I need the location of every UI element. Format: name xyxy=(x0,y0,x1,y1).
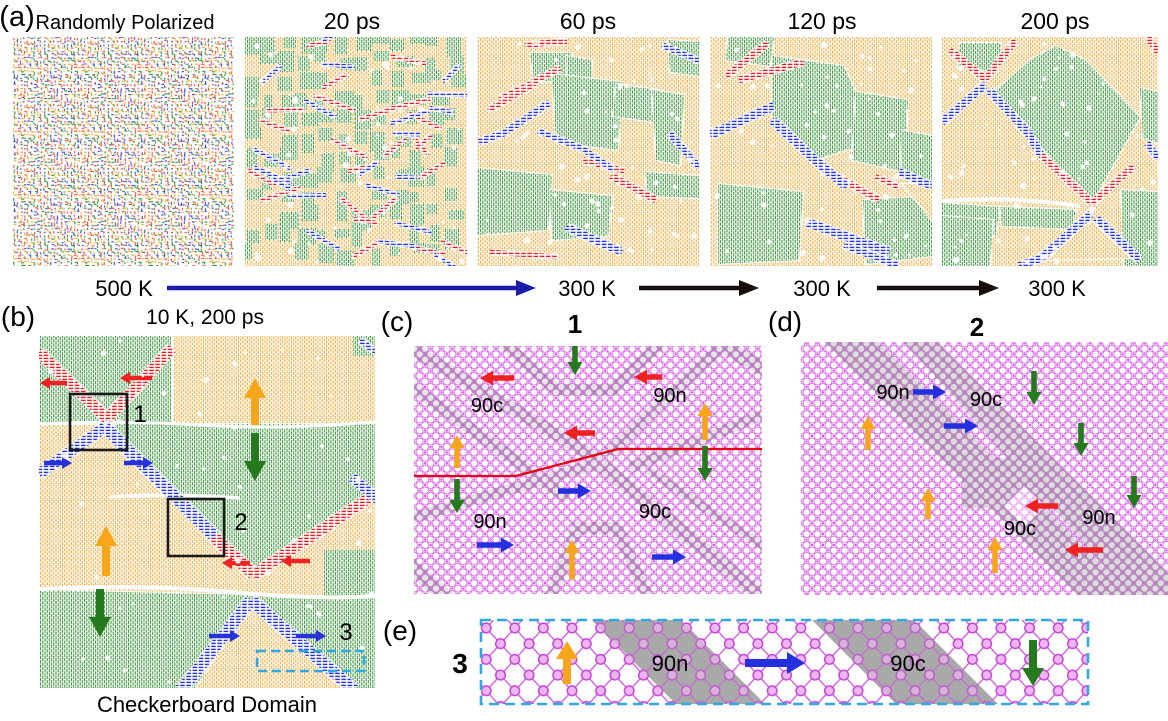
svg-text:90n: 90n xyxy=(653,385,686,407)
svg-text:90n: 90n xyxy=(876,382,909,404)
svg-text:10 K, 200 ps: 10 K, 200 ps xyxy=(146,306,264,329)
svg-text:90c: 90c xyxy=(471,395,503,417)
svg-text:90n: 90n xyxy=(473,511,506,533)
svg-text:2: 2 xyxy=(970,312,984,342)
svg-text:300 K: 300 K xyxy=(558,276,616,301)
svg-text:300 K: 300 K xyxy=(1028,276,1086,301)
svg-text:3: 3 xyxy=(452,648,468,679)
svg-text:300 K: 300 K xyxy=(793,276,851,301)
svg-text:90c: 90c xyxy=(970,389,1002,411)
svg-text:90c: 90c xyxy=(890,651,925,676)
svg-text:(e): (e) xyxy=(383,615,417,646)
svg-text:500 K: 500 K xyxy=(95,276,153,301)
svg-text:1: 1 xyxy=(133,401,146,428)
svg-text:3: 3 xyxy=(339,619,352,646)
svg-text:1: 1 xyxy=(568,309,582,339)
svg-text:20 ps: 20 ps xyxy=(324,8,380,34)
svg-text:Randomly Polarized: Randomly Polarized xyxy=(36,12,215,34)
svg-text:90n: 90n xyxy=(1082,507,1115,529)
svg-text:(a): (a) xyxy=(0,1,35,33)
svg-text:60 ps: 60 ps xyxy=(560,8,616,34)
svg-text:90c: 90c xyxy=(1004,518,1036,540)
svg-text:90c: 90c xyxy=(639,501,671,523)
svg-text:90n: 90n xyxy=(652,651,689,676)
svg-text:200 ps: 200 ps xyxy=(1020,8,1089,34)
svg-text:Checkerboard Domain: Checkerboard Domain xyxy=(97,692,317,716)
svg-text:(c): (c) xyxy=(381,306,414,337)
svg-text:(b): (b) xyxy=(1,301,35,332)
svg-text:(d): (d) xyxy=(768,306,802,337)
svg-text:2: 2 xyxy=(234,509,247,536)
svg-text:120 ps: 120 ps xyxy=(787,8,856,34)
